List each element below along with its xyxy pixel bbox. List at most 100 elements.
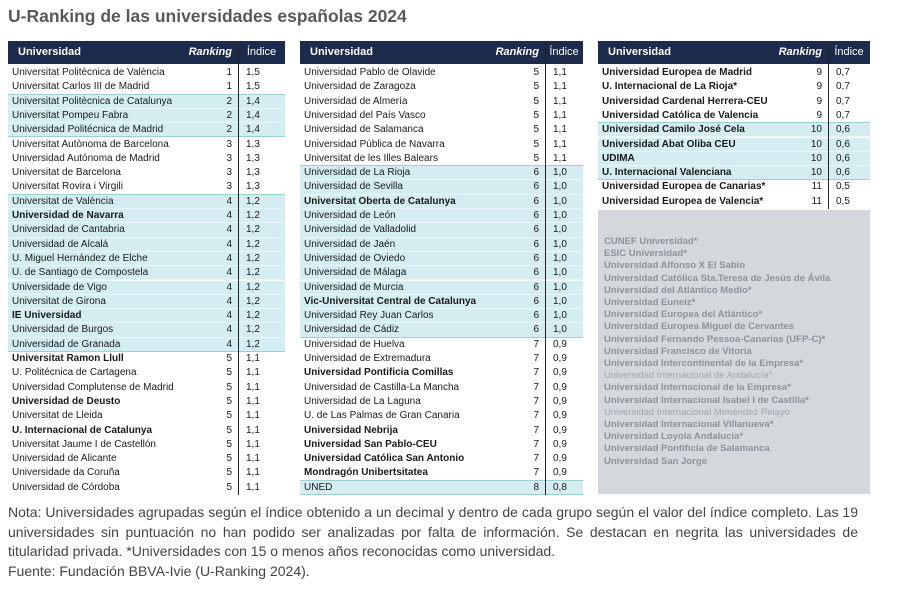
header-cell: Ranking (188, 46, 232, 58)
unranked-item: Universidad Internacional Villanueva* (604, 419, 774, 430)
unranked-item: Universidad Francisco de Vitoria (604, 345, 752, 357)
index-cell: 1,3 (246, 167, 260, 179)
table-row: U. Internacional de La Rioja* 9 0,7 (598, 80, 870, 94)
ranking-cell: 4 (226, 238, 232, 250)
index-cell: 1,1 (553, 138, 567, 150)
index-cell: 0,9 (553, 367, 567, 379)
index-cell: 0,9 (553, 338, 567, 350)
table-row: Universidad de Alicante 5 1,1 (8, 452, 285, 466)
table-row: Universidad de Huelva 7 0,9 (300, 338, 583, 352)
index-cell: 1,2 (246, 210, 260, 221)
index-cell: 1,0 (553, 310, 567, 322)
ranking-cell: 1 (226, 67, 232, 78)
table-row: Universidad de Burgos 4 1,2 (8, 323, 285, 338)
index-cell: 1,1 (246, 395, 260, 407)
index-cell: 1,5 (246, 81, 260, 93)
index-cell: 1,4 (246, 95, 260, 107)
index-cell: 0,7 (836, 109, 850, 121)
ranking-cell: 7 (533, 353, 539, 364)
ranking-cell: 4 (226, 252, 232, 264)
index-cell: 0,9 (553, 453, 567, 465)
ranking-cell: 9 (816, 109, 822, 121)
name-cell: Universidade da Coruña (12, 467, 120, 479)
table-row: Universidad de Córdoba 5 1,1 (8, 481, 285, 495)
name-cell: Universitat Politècnica de Catalunya (12, 95, 173, 107)
ranking-cell: 8 (533, 481, 539, 493)
name-cell: Universidad de Navarra (12, 210, 124, 221)
index-cell: 1,4 (246, 109, 260, 121)
table-row: Universidad de Cantabria 4 1,2 (8, 223, 285, 238)
name-cell: Universidad de Castilla-La Mancha (304, 381, 460, 393)
table-row: Universidad Católica de Valencia 9 0,7 (598, 109, 870, 124)
table-row: Universitat Carlos III de Madrid 1 1,5 (8, 80, 285, 95)
index-cell: 1,1 (246, 453, 260, 465)
name-cell: Universitat Oberta de Catalunya (304, 195, 456, 207)
name-cell: Universitat de Lleida (12, 410, 103, 422)
ranking-cell: 6 (533, 195, 539, 207)
name-cell: Universidad Cardenal Herrera-CEU (602, 95, 768, 107)
table-row: Universidad de Sevilla 6 1,0 (300, 180, 583, 195)
table-row: Universitat Rovira i Virgili 3 1,3 (8, 180, 285, 195)
ranking-cell: 10 (810, 167, 822, 179)
index-cell: 1,0 (553, 167, 567, 179)
table-row: UDIMA 10 0,6 (598, 151, 870, 167)
ranking-cell: 6 (533, 295, 539, 307)
name-cell: Universitat Carlos III de Madrid (12, 81, 150, 93)
index-cell: 1,0 (553, 252, 567, 264)
index-cell: 1,5 (246, 67, 260, 78)
table-row: Universitat Oberta de Catalunya 6 1,0 (300, 194, 583, 209)
ranking-cell: 4 (226, 338, 232, 350)
index-cell: 0,6 (836, 152, 850, 164)
ranking-cell: 10 (810, 124, 822, 136)
index-cell: 1,0 (553, 238, 567, 250)
name-cell: Universidad Abat Oliba CEU (602, 138, 736, 150)
unranked-item: Universidad Alfonso X El Sabio (604, 260, 746, 272)
name-cell: UDIMA (602, 152, 635, 164)
table-row: Universidade da Coruña 5 1,1 (8, 466, 285, 480)
table-row: Universidad Nebrija 7 0,9 (300, 424, 583, 438)
index-cell: 1,1 (553, 67, 567, 78)
table-row: Universidad de Cádiz 6 1,0 (300, 323, 583, 338)
index-cell: 1,1 (553, 109, 567, 121)
index-cell: 1,1 (246, 438, 260, 450)
name-cell: Universitat de València (12, 195, 114, 207)
header-cell: Universidad (608, 46, 671, 58)
name-cell: Universidad de Burgos (12, 324, 114, 336)
index-cell: 0,6 (836, 167, 850, 179)
index-cell: 1,2 (246, 281, 260, 293)
ranking-cell: 10 (810, 152, 822, 164)
index-cell: 1,0 (553, 267, 567, 279)
ranking-cell: 6 (533, 267, 539, 279)
name-cell: Universidad Europea de Valencia* (602, 195, 764, 207)
index-cell: 0,9 (553, 438, 567, 450)
index-cell: 1,2 (246, 267, 260, 279)
ranking-cell: 6 (533, 210, 539, 221)
index-cell: 1,0 (553, 224, 567, 236)
ranking-cell: 10 (810, 138, 822, 150)
ranking-cell: 5 (226, 467, 232, 479)
table-row: Universidad de Almería 5 1,1 (300, 95, 583, 109)
name-cell: U. de Santiago de Compostela (12, 267, 149, 279)
name-cell: Universidad de Málaga (304, 267, 407, 279)
ranking-cell: 11 (811, 195, 822, 207)
header-cell: Ranking (778, 46, 822, 58)
unranked-item: CUNEF Universidad* (604, 236, 698, 247)
name-cell: Universidad de Valladolid (304, 224, 417, 236)
name-cell: Universidad de La Laguna (304, 395, 421, 407)
name-cell: Universitat de les Illes Balears (304, 152, 438, 164)
ranking-cell: 4 (226, 195, 232, 207)
table-row: U. Internacional de Catalunya 5 1,1 (8, 424, 285, 438)
unranked-item: Universidad Internacional de la Empresa* (604, 382, 791, 394)
name-cell: Universidad de Oviedo (304, 252, 406, 264)
header-cell: Índice (549, 46, 579, 58)
ranking-cell: 4 (226, 281, 232, 293)
unranked-item: Universidad Internacional de Andalucía* (604, 370, 773, 382)
table-row: Universidad de Salamanca 5 1,1 (300, 123, 583, 137)
name-cell: Vic-Universitat Central de Catalunya (304, 295, 477, 307)
name-cell: Universidad de Granada (12, 338, 121, 350)
ranking-cell: 7 (533, 410, 539, 422)
table-row: U. de Santiago de Compostela 4 1,2 (8, 266, 285, 281)
index-cell: 0,9 (553, 424, 567, 436)
table-row: Universidad de Valladolid 6 1,0 (300, 223, 583, 238)
ranking-cell: 3 (226, 167, 232, 179)
